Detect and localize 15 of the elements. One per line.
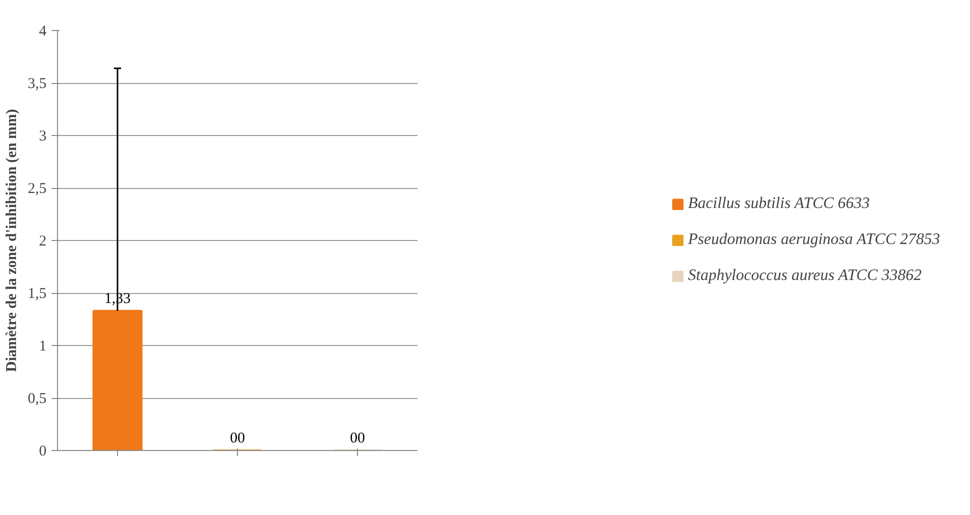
y-tick-label: 3,5 [28,76,46,92]
y-tick-label: 3 [39,128,46,144]
data-label: 00 [350,430,365,446]
y-tick-label: 2,5 [28,181,46,197]
y-axis-title: Diamètre de la zone d'inhibition (en mm) [4,108,20,372]
data-label: 00 [230,430,245,446]
y-tick-label: 1,5 [28,286,46,302]
legend-label: Bacillus subtilis ATCC 6633 [688,195,870,213]
y-tick-label: 0 [39,444,46,460]
y-tick-label: 0,5 [28,391,46,407]
y-tick-label: 4 [39,24,47,40]
y-tick-label: 2 [39,234,46,250]
legend-label: Staphylococcus aureus ATCC 33862 [688,267,922,285]
y-tick-label: 1 [39,338,46,354]
legend-label: Pseudomonas aeruginosa ATCC 27853 [688,231,940,249]
